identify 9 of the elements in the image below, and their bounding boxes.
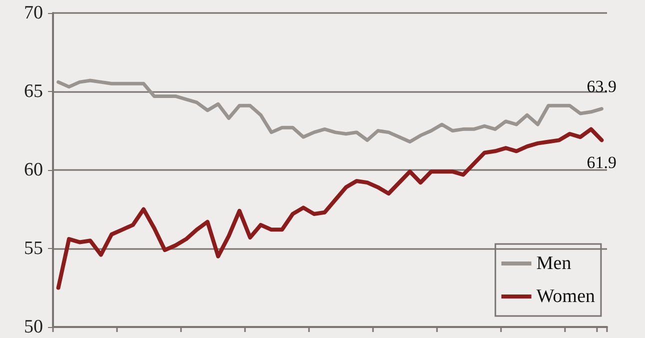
data-label: 63.9 bbox=[586, 76, 617, 96]
data-label: 61.9 bbox=[586, 153, 617, 172]
y-tick-label: 55 bbox=[24, 238, 43, 259]
y-tick-label: 70 bbox=[24, 2, 43, 24]
y-tick-label: 60 bbox=[24, 160, 43, 180]
y-tick-label: 50 bbox=[24, 316, 43, 338]
legend-label: Men bbox=[536, 253, 572, 274]
y-tick-label: 65 bbox=[24, 81, 43, 102]
legend-label: Women bbox=[536, 286, 596, 307]
